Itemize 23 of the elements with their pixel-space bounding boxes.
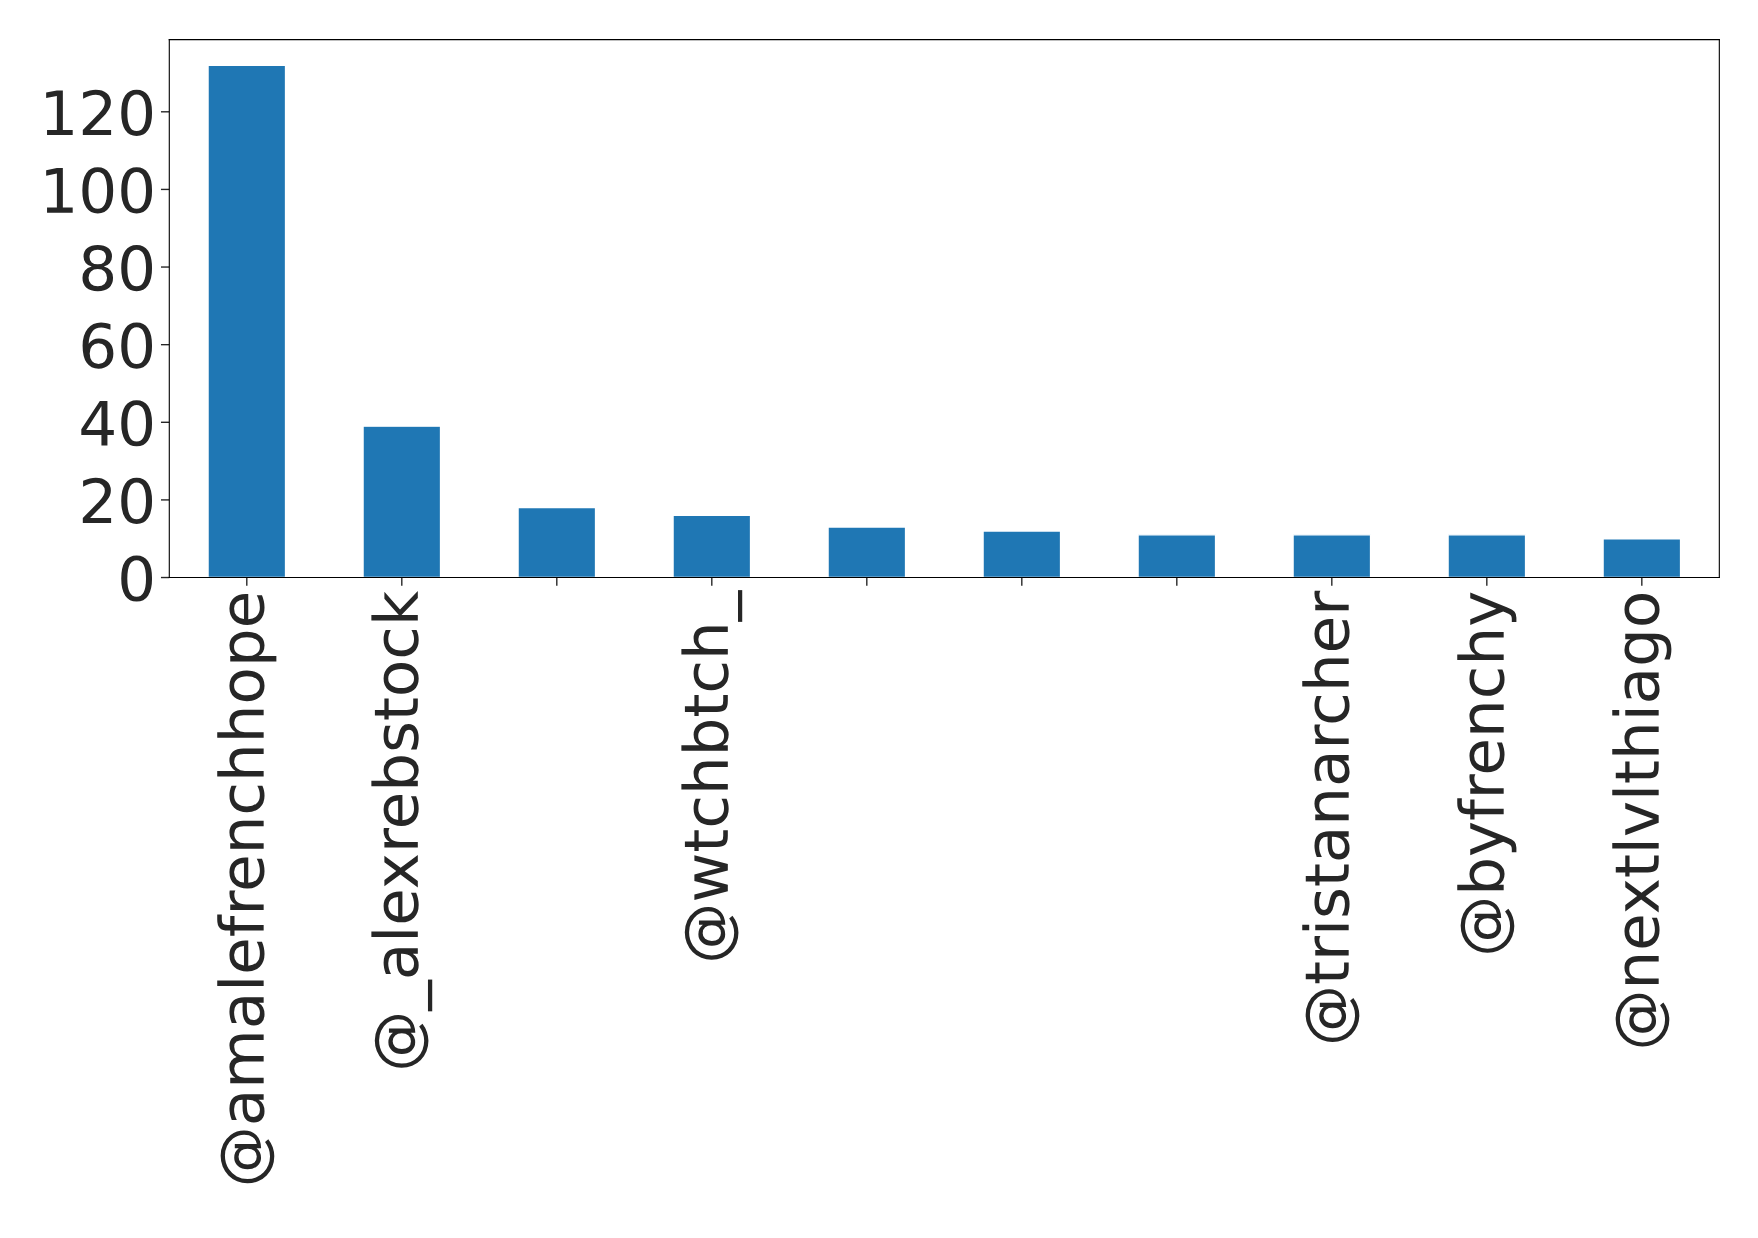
- x-tick-label: @tristanarcher: [1302, 590, 1360, 1043]
- y-tick-label: 120: [46, 89, 153, 136]
- y-tick-label: 60: [82, 322, 153, 369]
- y-tick-label: 0: [121, 555, 153, 602]
- x-tick-label: @amalefrenchhope: [217, 593, 277, 1184]
- y-tick-label: 40: [81, 400, 153, 447]
- bar: [827, 526, 907, 578]
- x-tick-label: @nextlvlthiago: [1612, 594, 1672, 1047]
- bar: [982, 530, 1062, 578]
- x-tick-label: @wtchbtch_: [681, 590, 743, 960]
- bar: [672, 514, 752, 578]
- bar: [362, 425, 442, 578]
- bar: [1137, 534, 1217, 578]
- y-tick-label: 80: [82, 244, 153, 292]
- y-tick-label: 20: [82, 477, 153, 524]
- y-tick-label: 100: [46, 167, 153, 214]
- x-tick-label: @_alexrebstock: [371, 590, 433, 1068]
- bar: [1292, 534, 1372, 578]
- bar: [1602, 538, 1682, 578]
- bar: [517, 506, 597, 578]
- x-tick-label: @byfrenchy: [1457, 592, 1517, 953]
- bar: [1447, 534, 1527, 578]
- bar: [207, 64, 287, 578]
